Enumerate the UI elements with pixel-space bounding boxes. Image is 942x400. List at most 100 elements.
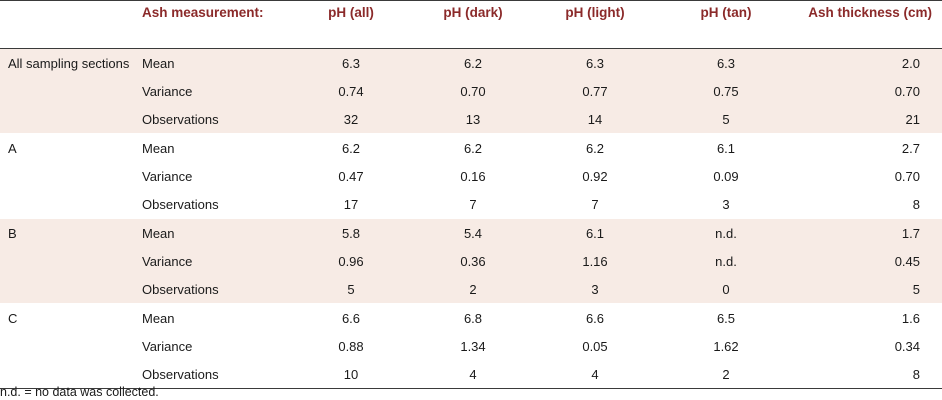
header-ph-tan: pH (tan) — [700, 5, 752, 20]
measurement-label: Variance — [142, 338, 193, 354]
header-row: Ash measurement: pH (all) pH (dark) pH (… — [0, 0, 942, 49]
measurement-label: Observations — [142, 111, 219, 127]
cell-ph-tan: n.d. — [715, 253, 737, 269]
table-row: C Mean 6.6 6.8 6.6 6.5 1.6 — [0, 304, 942, 333]
cell-ph-dark: 7 — [469, 196, 477, 212]
cell-ph-dark: 6.2 — [463, 55, 483, 71]
cell-ash-thickness: 2.0 — [901, 55, 920, 71]
cell-ph-all: 6.2 — [341, 140, 361, 156]
table-header: Ash measurement: pH (all) pH (dark) pH (… — [0, 0, 942, 49]
cell-ph-tan: n.d. — [715, 225, 737, 241]
cell-ph-all: 32 — [343, 111, 359, 127]
section-label: A — [8, 141, 17, 156]
measurement-label: Mean — [142, 310, 175, 326]
measurement-label: Variance — [142, 83, 193, 99]
cell-ash-thickness: 0.45 — [894, 253, 920, 269]
cell-ph-all: 0.47 — [338, 168, 364, 184]
header-ash-thickness: Ash thickness (cm) — [808, 5, 932, 20]
cell-ph-tan: 5 — [722, 111, 730, 127]
measurement-label: Observations — [142, 366, 219, 382]
table-row: Observations 10 4 4 2 8 — [0, 360, 942, 389]
cell-ph-tan: 6.5 — [716, 310, 736, 326]
section-label: B — [8, 226, 17, 241]
section-label: C — [8, 311, 18, 326]
cell-ph-light: 0.05 — [582, 338, 608, 354]
table-row: Variance 0.74 0.70 0.77 0.75 0.70 — [0, 77, 942, 105]
cell-ph-dark: 1.34 — [460, 338, 486, 354]
measurement-label: Variance — [142, 253, 193, 269]
cell-ph-light: 0.92 — [582, 168, 608, 184]
cell-ph-light: 6.6 — [585, 310, 605, 326]
cell-ph-all: 17 — [343, 196, 359, 212]
table-row: Variance 0.47 0.16 0.92 0.09 0.70 — [0, 162, 942, 190]
cell-ph-tan: 2 — [722, 366, 730, 382]
measurement-label: Mean — [142, 55, 175, 71]
cell-ph-all: 5.8 — [341, 225, 361, 241]
table-row: Observations 17 7 7 3 8 — [0, 190, 942, 219]
cell-ph-all: 10 — [343, 366, 359, 382]
cell-ph-dark: 6.2 — [463, 140, 483, 156]
table-row: Variance 0.88 1.34 0.05 1.62 0.34 — [0, 332, 942, 360]
header-ph-dark: pH (dark) — [443, 5, 503, 20]
group-section-a: A Mean 6.2 6.2 6.2 6.1 2.7 Variance 0.47… — [0, 134, 942, 219]
cell-ph-tan: 6.3 — [716, 55, 736, 71]
cell-ph-tan: 6.1 — [716, 140, 736, 156]
cell-ph-tan: 0.75 — [713, 83, 739, 99]
table-row: Observations 5 2 3 0 5 — [0, 275, 942, 304]
cell-ph-light: 7 — [591, 196, 599, 212]
cell-ph-all: 0.74 — [338, 83, 364, 99]
cell-ph-light: 6.3 — [585, 55, 605, 71]
cell-ph-tan: 1.62 — [713, 338, 739, 354]
cell-ph-dark: 13 — [465, 111, 481, 127]
table-row: Variance 0.96 0.36 1.16 n.d. 0.45 — [0, 247, 942, 275]
measurement-label: Mean — [142, 140, 175, 156]
cell-ash-thickness: 1.6 — [901, 310, 920, 326]
cell-ph-dark: 4 — [469, 366, 477, 382]
cell-ph-dark: 0.36 — [460, 253, 486, 269]
cell-ph-light: 4 — [591, 366, 599, 382]
cell-ph-dark: 0.70 — [460, 83, 486, 99]
cell-ph-dark: 2 — [469, 281, 477, 297]
cell-ph-all: 6.6 — [341, 310, 361, 326]
cell-ash-thickness: 8 — [912, 196, 920, 212]
header-ph-all: pH (all) — [328, 5, 374, 20]
cell-ph-light: 6.1 — [585, 225, 605, 241]
cell-ash-thickness: 1.7 — [901, 225, 920, 241]
header-measurement: Ash measurement: — [142, 5, 264, 20]
measurement-label: Variance — [142, 168, 193, 184]
table-row: All sampling sections Mean 6.3 6.2 6.3 6… — [0, 48, 942, 77]
measurement-label: Observations — [142, 196, 219, 212]
cell-ash-thickness: 0.70 — [894, 168, 920, 184]
table-row: A Mean 6.2 6.2 6.2 6.1 2.7 — [0, 134, 942, 163]
cell-ash-thickness: 5 — [912, 281, 920, 297]
cell-ph-tan: 3 — [722, 196, 730, 212]
group-section-c: C Mean 6.6 6.8 6.6 6.5 1.6 Variance 0.88… — [0, 304, 942, 389]
ash-measurement-table-container: Ash measurement: pH (all) pH (dark) pH (… — [0, 0, 942, 389]
cell-ph-tan: 0 — [722, 281, 730, 297]
table-row: Observations 32 13 14 5 21 — [0, 105, 942, 134]
cell-ph-light: 1.16 — [582, 253, 608, 269]
table-footnote: n.d. = no data was collected. — [0, 385, 159, 399]
cell-ash-thickness: 2.7 — [901, 140, 920, 156]
measurement-label: Observations — [142, 281, 219, 297]
measurement-label: Mean — [142, 225, 175, 241]
cell-ash-thickness: 21 — [905, 111, 920, 127]
cell-ph-dark: 6.8 — [463, 310, 483, 326]
cell-ph-light: 3 — [591, 281, 599, 297]
cell-ph-all: 6.3 — [341, 55, 361, 71]
cell-ph-light: 0.77 — [582, 83, 608, 99]
table-row: B Mean 5.8 5.4 6.1 n.d. 1.7 — [0, 218, 942, 247]
group-section-b: B Mean 5.8 5.4 6.1 n.d. 1.7 Variance 0.9… — [0, 218, 942, 304]
cell-ph-dark: 0.16 — [460, 168, 486, 184]
section-label: All sampling sections — [8, 56, 130, 71]
cell-ash-thickness: 8 — [912, 366, 920, 382]
group-all-sections: All sampling sections Mean 6.3 6.2 6.3 6… — [0, 48, 942, 134]
header-ph-light: pH (light) — [565, 5, 625, 20]
cell-ash-thickness: 0.70 — [894, 83, 920, 99]
cell-ph-dark: 5.4 — [463, 225, 483, 241]
cell-ph-all: 0.96 — [338, 253, 364, 269]
cell-ph-all: 0.88 — [338, 338, 364, 354]
cell-ph-tan: 0.09 — [713, 168, 739, 184]
cell-ash-thickness: 0.34 — [894, 338, 920, 354]
cell-ph-all: 5 — [347, 281, 355, 297]
